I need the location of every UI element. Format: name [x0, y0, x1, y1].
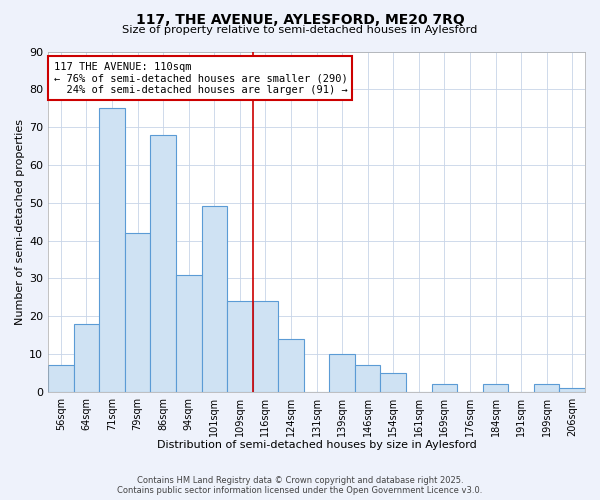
Bar — [202, 206, 227, 392]
Bar — [355, 366, 380, 392]
Bar — [483, 384, 508, 392]
Bar — [176, 274, 202, 392]
Text: Contains HM Land Registry data © Crown copyright and database right 2025.
Contai: Contains HM Land Registry data © Crown c… — [118, 476, 482, 495]
Bar — [431, 384, 457, 392]
Bar — [559, 388, 585, 392]
Bar — [380, 373, 406, 392]
Bar — [329, 354, 355, 392]
Text: 117, THE AVENUE, AYLESFORD, ME20 7RQ: 117, THE AVENUE, AYLESFORD, ME20 7RQ — [136, 12, 464, 26]
Bar — [74, 324, 99, 392]
Bar — [278, 339, 304, 392]
X-axis label: Distribution of semi-detached houses by size in Aylesford: Distribution of semi-detached houses by … — [157, 440, 476, 450]
Bar — [151, 134, 176, 392]
Bar — [227, 301, 253, 392]
Bar — [48, 366, 74, 392]
Text: Size of property relative to semi-detached houses in Aylesford: Size of property relative to semi-detach… — [122, 25, 478, 35]
Bar — [253, 301, 278, 392]
Y-axis label: Number of semi-detached properties: Number of semi-detached properties — [15, 118, 25, 324]
Bar — [125, 233, 151, 392]
Text: 117 THE AVENUE: 110sqm
← 76% of semi-detached houses are smaller (290)
  24% of : 117 THE AVENUE: 110sqm ← 76% of semi-det… — [53, 62, 347, 95]
Bar — [534, 384, 559, 392]
Bar — [99, 108, 125, 392]
